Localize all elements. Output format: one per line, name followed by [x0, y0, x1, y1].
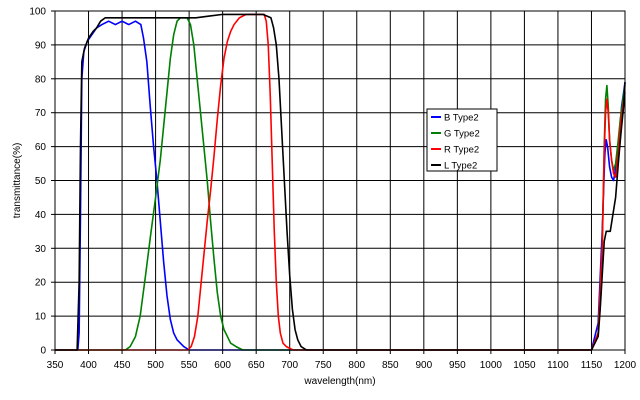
x-tick-label: 350	[47, 360, 64, 371]
y-tick-label: 70	[35, 108, 47, 119]
y-tick-label: 20	[35, 278, 47, 289]
tick-labels: 350 400 450 500 550 600 650 700 750 800 850 900 950 1…	[29, 7, 636, 372]
x-tick-label: 1050	[513, 360, 536, 371]
y-axis-title: transmittance(%)	[12, 143, 23, 219]
x-tick-label: 550	[181, 360, 198, 371]
x-tick-label: 1200	[614, 360, 637, 371]
series-lines	[55, 13, 626, 351]
legend-label: L Type2	[444, 161, 477, 172]
x-tick-label: 850	[382, 360, 399, 371]
x-tick-label: 900	[415, 360, 432, 371]
x-tick-label: 1000	[480, 360, 503, 371]
legend-label: G Type2	[444, 129, 480, 140]
x-tick-label: 950	[449, 360, 466, 371]
y-tick-label: 30	[35, 244, 47, 255]
y-tick-label: 50	[35, 176, 47, 187]
y-tick-label: 90	[35, 40, 47, 51]
legend: B Type2 G Type2 R Type2 L Type2	[426, 108, 498, 172]
x-tick-label: 800	[348, 360, 365, 371]
legend-label: B Type2	[444, 113, 479, 124]
x-tick-label: 400	[80, 360, 97, 371]
x-tick-label: 500	[147, 360, 164, 371]
legend-label: R Type2	[444, 145, 479, 156]
x-tick-label: 1100	[547, 360, 569, 371]
x-tick-label: 650	[248, 360, 265, 371]
x-tick-label: 750	[315, 360, 332, 371]
series-line-3	[55, 13, 626, 351]
x-axis-title: wavelength(nm)	[303, 376, 375, 387]
series-line-1	[55, 20, 626, 351]
x-tick-label: 600	[214, 360, 231, 371]
y-tick-label: 0	[40, 346, 46, 357]
y-tick-label: 100	[29, 7, 46, 18]
x-tick-label: 450	[114, 360, 131, 371]
y-tick-label: 80	[35, 74, 47, 85]
x-tick-label: 1150	[581, 360, 603, 371]
series-line-4	[55, 13, 626, 351]
legend-box	[426, 108, 498, 172]
y-tick-label: 60	[35, 142, 47, 153]
y-tick-label: 40	[35, 210, 47, 221]
x-tick-label: 700	[281, 360, 298, 371]
y-tick-label: 10	[35, 312, 47, 323]
